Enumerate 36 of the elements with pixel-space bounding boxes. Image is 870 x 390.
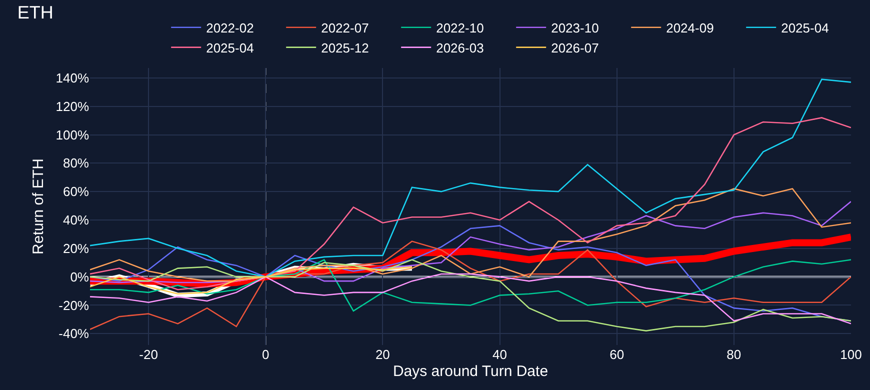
y-tick-label: -40%	[58, 326, 90, 342]
x-tick-label: 20	[375, 347, 390, 362]
line-series	[90, 240, 851, 330]
x-tick-label: -20	[139, 347, 158, 362]
x-tick-label: 80	[726, 347, 742, 362]
legend-label: 2024-09	[666, 20, 714, 36]
y-tick-label: 100%	[56, 127, 90, 142]
x-axis-title: Days around Turn Date	[392, 363, 548, 380]
line-series	[90, 117, 851, 290]
legend-label: 2023-10	[551, 20, 599, 36]
legend-label: 2026-07	[551, 40, 599, 56]
y-tick-label: 0%	[70, 269, 90, 284]
y-axis-title: Return of ETH	[30, 158, 47, 254]
y-tick-label: 80%	[62, 156, 90, 171]
y-tick-label: 60%	[62, 184, 90, 200]
x-tick-label: 40	[492, 347, 508, 362]
line-series	[90, 259, 851, 332]
y-tick-label: 40%	[62, 212, 90, 228]
y-tick-label: 120%	[56, 98, 90, 114]
legend-label: 2022-02	[206, 20, 254, 36]
line-series	[90, 78, 851, 278]
y-tick-label: 140%	[56, 70, 90, 86]
chart-title: ETH	[17, 2, 54, 22]
legend-label: 2022-10	[436, 20, 484, 36]
x-tick-label: 0	[262, 347, 270, 362]
legend-label: 2025-04	[781, 20, 829, 36]
line-series	[90, 273, 851, 324]
y-tick-label: -20%	[58, 298, 90, 313]
legend-label: 2022-07	[321, 20, 369, 36]
legend-label: 2026-03	[436, 40, 484, 56]
legend-label: 2025-04	[206, 40, 254, 56]
x-tick-label: 60	[610, 347, 624, 362]
legend-label: 2025-12	[321, 40, 369, 56]
x-tick-label: 100	[840, 347, 862, 362]
line-series	[90, 259, 851, 312]
y-tick-label: 20%	[62, 240, 90, 256]
